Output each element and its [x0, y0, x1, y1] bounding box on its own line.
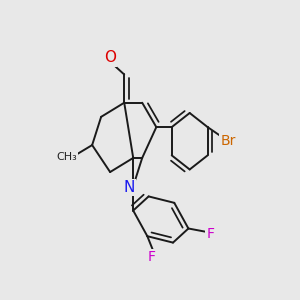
Text: Br: Br — [220, 134, 236, 148]
Text: F: F — [147, 250, 155, 264]
Text: N: N — [124, 180, 135, 195]
Text: O: O — [104, 50, 116, 65]
Text: CH₃: CH₃ — [56, 152, 77, 162]
Text: F: F — [206, 227, 214, 241]
